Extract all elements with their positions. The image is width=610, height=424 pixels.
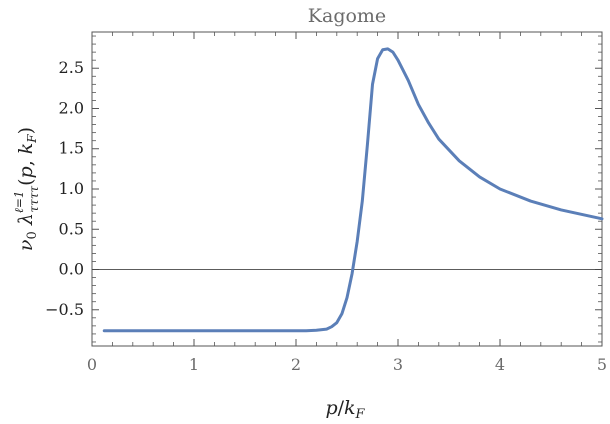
- x-tick-label: 4: [495, 355, 505, 374]
- y-tick-label: 0.5: [59, 219, 84, 238]
- y-tick-label: 2.0: [59, 98, 84, 117]
- x-tick-label: 2: [291, 355, 301, 374]
- y-tick-label: 1.5: [59, 139, 84, 158]
- y-tick-labels: −0.5 0.0 0.5 1.0 1.5 2.0 2.5: [45, 58, 84, 319]
- x-tick-label: 3: [393, 355, 403, 374]
- y-axis-label: ν0 λℓ=1ττττ(p, kF): [12, 127, 41, 251]
- y-tick-label: −0.5: [45, 300, 84, 319]
- x-tick-label: 0: [87, 355, 97, 374]
- x-axis-label: p/kF: [325, 397, 365, 422]
- x-tick-label: 1: [189, 355, 199, 374]
- chart-title: Kagome: [308, 5, 386, 27]
- ticks: [91, 32, 603, 346]
- x-tick-labels: 0 1 2 3 4 5: [87, 355, 607, 374]
- x-tick-label: 5: [597, 355, 607, 374]
- series-line: [102, 47, 604, 333]
- y-tick-label: 2.5: [59, 58, 84, 77]
- y-tick-label: 1.0: [59, 179, 84, 198]
- y-tick-label: 0.0: [59, 260, 84, 279]
